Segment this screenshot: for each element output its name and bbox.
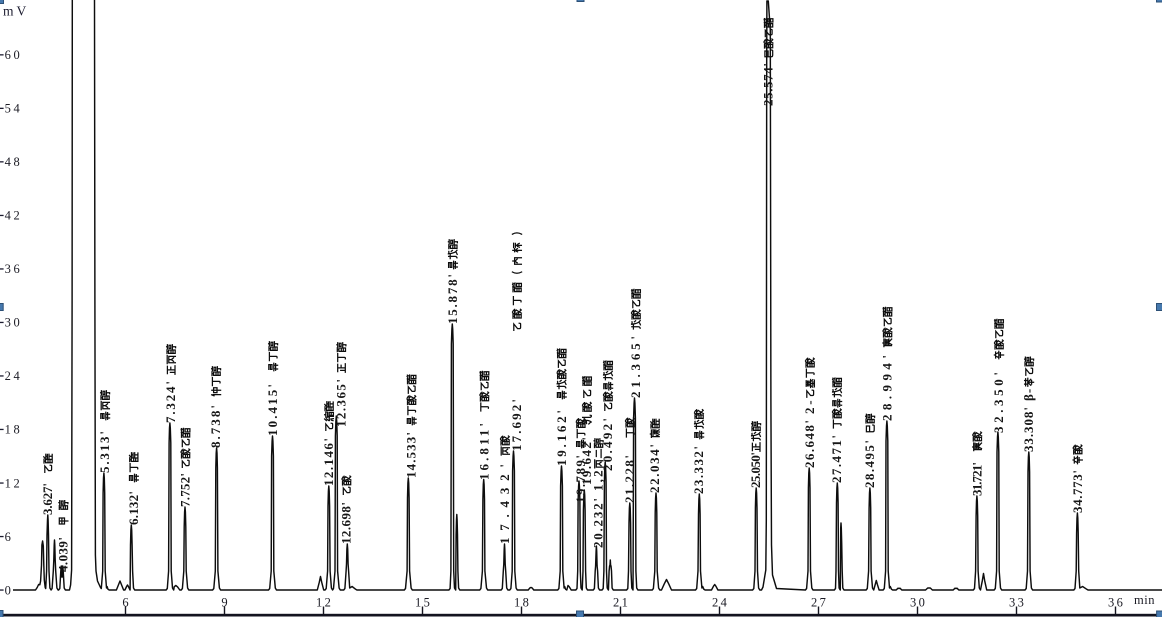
svg-text:18: 18 xyxy=(514,596,531,610)
svg-text:20.492': 20.492' xyxy=(600,418,615,471)
svg-text:12.698': 12.698' xyxy=(339,502,354,544)
svg-text:2-: 2- xyxy=(802,400,817,414)
svg-text:7.324': 7.324' xyxy=(163,381,178,423)
svg-text:9: 9 xyxy=(221,596,230,610)
svg-text:3.627': 3.627' xyxy=(40,483,55,515)
svg-text:21.365': 21.365' xyxy=(628,336,643,398)
svg-text:21: 21 xyxy=(613,596,630,610)
svg-text:0: 0 xyxy=(5,583,14,597)
svg-text:22.034': 22.034' xyxy=(647,444,662,493)
svg-text:8.738': 8.738' xyxy=(208,405,223,448)
svg-text:12.146': 12.146' xyxy=(321,438,336,486)
svg-text:34.773': 34.773' xyxy=(1070,470,1085,513)
svg-text:27.471': 27.471' xyxy=(829,435,844,483)
svg-text:60: 60 xyxy=(5,48,23,62)
svg-text:36: 36 xyxy=(5,262,23,276)
svg-text:12: 12 xyxy=(5,476,23,490)
svg-text:7.752': 7.752' xyxy=(178,473,193,507)
svg-text:19.789': 19.789' xyxy=(573,455,588,503)
svg-text:mV: mV xyxy=(3,4,29,19)
svg-text:42: 42 xyxy=(5,209,23,223)
svg-text:4.039': 4.039' xyxy=(56,537,71,572)
svg-text:12.365': 12.365' xyxy=(334,379,349,427)
svg-text:1,2: 1,2 xyxy=(591,470,606,491)
svg-text:17.692': 17.692' xyxy=(509,399,524,451)
svg-text:14.533': 14.533' xyxy=(404,432,419,478)
svg-text:31.721': 31.721' xyxy=(970,462,985,496)
svg-text:18: 18 xyxy=(5,423,23,437)
svg-text:6: 6 xyxy=(122,596,131,610)
svg-text:6.132': 6.132' xyxy=(126,491,141,525)
svg-text:23.332': 23.332' xyxy=(691,446,706,494)
svg-text:28.495': 28.495' xyxy=(862,440,877,488)
svg-text:15: 15 xyxy=(415,596,432,610)
svg-text:6: 6 xyxy=(5,530,14,544)
svg-text:20.232': 20.232' xyxy=(591,498,606,548)
svg-text:33: 33 xyxy=(1009,596,1026,610)
svg-text:5.313': 5.313' xyxy=(97,431,112,473)
svg-text:30: 30 xyxy=(910,596,927,610)
svg-text:24: 24 xyxy=(5,369,23,383)
svg-text:10.415': 10.415' xyxy=(265,384,280,436)
svg-text:19.162': 19.162' xyxy=(554,410,569,466)
svg-text:30: 30 xyxy=(5,316,23,330)
svg-text:26.648': 26.648' xyxy=(802,420,817,468)
svg-text:12: 12 xyxy=(316,596,333,610)
svg-text:15.878': 15.878' xyxy=(445,274,460,324)
svg-text:36: 36 xyxy=(1108,596,1125,610)
svg-text:54: 54 xyxy=(5,102,23,116)
svg-text:β-: β- xyxy=(1021,389,1036,401)
svg-text:27: 27 xyxy=(811,596,828,610)
svg-text:25.574': 25.574' xyxy=(761,63,776,106)
svg-text:28.994': 28.994' xyxy=(880,355,895,421)
svg-text:17.432': 17.432' xyxy=(497,464,512,544)
svg-text:min: min xyxy=(1134,593,1155,607)
svg-text:24: 24 xyxy=(712,596,729,610)
svg-text:16.811': 16.811' xyxy=(477,423,492,480)
svg-text:19.642': 19.642' xyxy=(579,437,594,485)
svg-text:32.350': 32.350' xyxy=(991,372,1006,433)
svg-text:21.228': 21.228' xyxy=(622,455,637,503)
svg-text:25.050': 25.050' xyxy=(748,452,763,488)
svg-text:33.308': 33.308' xyxy=(1021,407,1036,452)
svg-text:48: 48 xyxy=(5,155,23,169)
